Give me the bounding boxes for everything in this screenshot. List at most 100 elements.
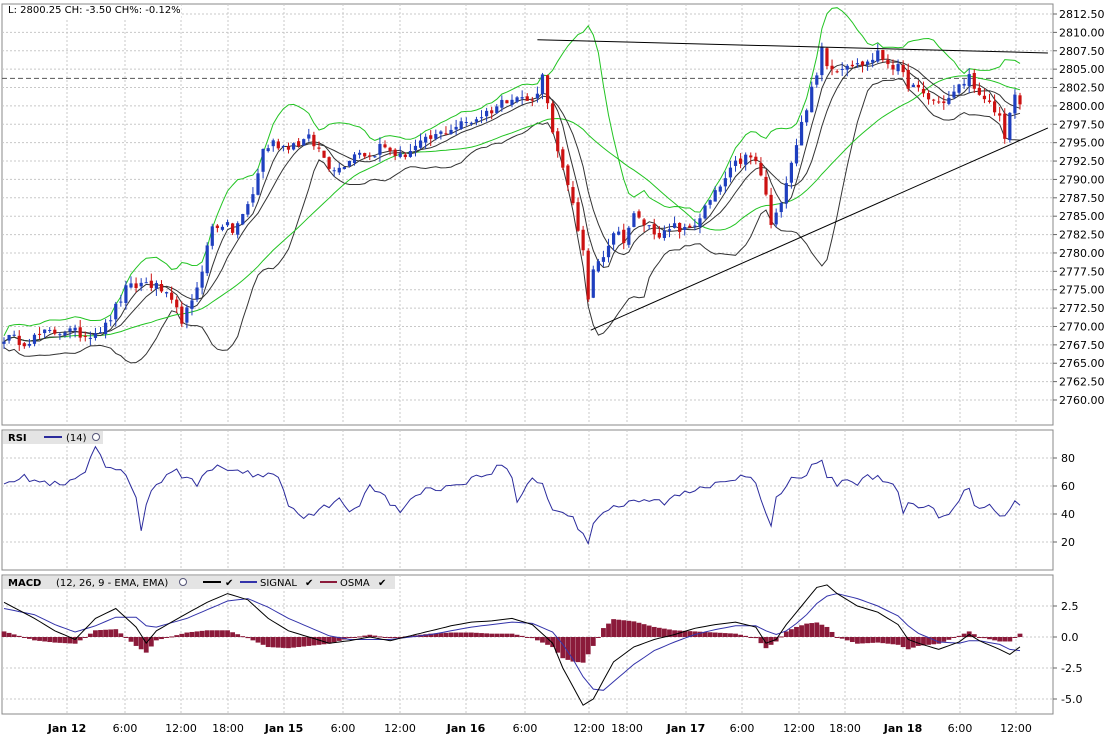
- osma-bar: [118, 633, 124, 637]
- candle-body: [764, 176, 768, 195]
- candle-body: [119, 301, 123, 303]
- candle-body: [104, 322, 108, 335]
- osma-bar: [509, 633, 515, 637]
- resistance-trendline: [537, 39, 1048, 54]
- osma-bar: [733, 633, 738, 637]
- candle-body: [114, 303, 118, 320]
- candle-body: [83, 335, 87, 337]
- candle-body: [7, 334, 11, 341]
- osma-bar: [829, 631, 835, 637]
- candle-body: [195, 287, 199, 300]
- candle-body: [947, 97, 951, 104]
- candle-body: [576, 202, 580, 231]
- candle-body: [474, 119, 479, 122]
- osma-bar: [27, 637, 32, 639]
- osma-bar: [428, 633, 434, 637]
- osma-bar: [82, 637, 88, 638]
- osma-bar: [138, 637, 144, 650]
- y-tick-label: -5.0: [1061, 693, 1082, 706]
- osma-bar: [560, 637, 566, 659]
- osma-bar: [468, 632, 474, 637]
- osma-bar: [717, 632, 723, 637]
- candle-body: [982, 95, 987, 100]
- osma-bar: [326, 637, 332, 644]
- osma-bar: [611, 619, 616, 637]
- macd-header-bg: [3, 576, 395, 589]
- rsi-panel: [1, 429, 1054, 571]
- osma-bar: [997, 637, 1003, 642]
- osma-bar: [641, 624, 647, 637]
- candle-body: [606, 245, 611, 258]
- y-tick-label: 2782.50: [1059, 229, 1105, 242]
- candle-body: [571, 187, 575, 204]
- candle-body: [662, 230, 666, 238]
- candle-body: [551, 103, 555, 133]
- y-tick-label: 2767.50: [1059, 339, 1105, 352]
- candle-body: [535, 93, 539, 99]
- candle-body: [485, 110, 489, 117]
- osma-bar: [291, 637, 296, 648]
- candle-body: [642, 219, 646, 226]
- osma-bar: [926, 637, 931, 645]
- candle-body: [256, 173, 260, 195]
- candle-body: [733, 160, 738, 166]
- osma-bar: [336, 637, 342, 641]
- osma-bar: [855, 637, 860, 644]
- osma-bar: [225, 630, 230, 637]
- osma-bar: [880, 637, 886, 644]
- candle-body: [383, 144, 387, 148]
- candle-body: [774, 212, 778, 225]
- osma-bar: [286, 637, 291, 649]
- candle-body: [129, 283, 133, 288]
- candle-body: [220, 226, 225, 230]
- osma-bar: [971, 634, 977, 637]
- candle-body: [413, 145, 418, 151]
- candle-body: [769, 194, 773, 225]
- candle-body: [830, 65, 834, 70]
- candle-body: [860, 61, 865, 66]
- candle-body: [434, 134, 438, 139]
- osma-bar: [555, 637, 561, 653]
- osma-bar: [270, 637, 276, 648]
- candle-body: [205, 245, 209, 274]
- macd-line: [3, 584, 1021, 706]
- candle-body: [109, 320, 113, 322]
- candle-body: [490, 110, 494, 114]
- rsi-label: RSI: [8, 433, 27, 444]
- osma-bar: [931, 637, 937, 645]
- y-tick-label: 2760.00: [1059, 394, 1105, 407]
- osma-bar: [281, 637, 286, 648]
- osma-bar: [62, 637, 68, 644]
- osma-bar: [98, 630, 103, 637]
- y-tick-label: 0.0: [1061, 631, 1079, 644]
- osma-bar: [946, 637, 952, 640]
- candle-body: [236, 223, 240, 235]
- candle-body: [424, 136, 428, 143]
- y-tick-label: -2.5: [1061, 662, 1082, 675]
- osma-bar: [255, 637, 261, 643]
- osma-bar: [448, 632, 454, 637]
- osma-bar: [794, 626, 799, 637]
- osma-bar: [67, 637, 73, 644]
- candle-body: [886, 59, 890, 65]
- candle-body: [612, 233, 616, 245]
- candle-body: [596, 261, 600, 272]
- candle-body: [68, 328, 72, 332]
- osma-bar: [453, 632, 459, 637]
- osma-bar: [616, 619, 622, 637]
- osma-bar: [209, 630, 215, 637]
- osma-bar: [499, 633, 505, 637]
- candle-body: [799, 121, 804, 146]
- candle-body: [683, 226, 687, 231]
- osma-bar: [143, 637, 149, 653]
- candle-body: [698, 218, 702, 228]
- osma-bar: [489, 633, 495, 637]
- candle-body: [251, 194, 255, 203]
- candle-body: [500, 99, 504, 108]
- osma-bar: [362, 635, 368, 637]
- candle-body: [530, 99, 534, 101]
- candle-body: [378, 143, 382, 155]
- x-tick-label: Jan 15: [264, 722, 303, 735]
- signal-line: [3, 593, 1021, 691]
- candle-body: [12, 334, 16, 336]
